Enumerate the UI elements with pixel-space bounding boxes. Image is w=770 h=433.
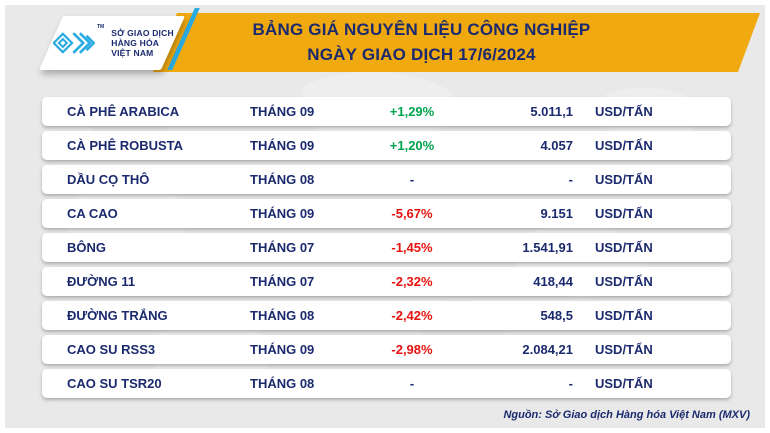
contract-month: THÁNG 08 bbox=[250, 172, 315, 187]
change-percent: - bbox=[409, 172, 415, 187]
price-unit: USD/TẤN bbox=[595, 240, 653, 255]
price-unit: USD/TẤN bbox=[595, 138, 653, 153]
contract-month: THÁNG 09 bbox=[250, 104, 315, 119]
change-percent: +1,29% bbox=[389, 104, 435, 119]
price-unit: USD/TẤN bbox=[595, 274, 653, 289]
mxv-logo-wordmark: SỞ GIAO DỊCH HÀNG HÓA VIỆT NAM bbox=[111, 28, 174, 59]
logo-line-2: HÀNG HÓA bbox=[111, 37, 160, 48]
price-value: - bbox=[568, 172, 573, 187]
price-unit: USD/TẤN bbox=[595, 308, 653, 323]
table-row: CÀ PHÊ ARABICA THÁNG 09 +1,29% 5.011,1 U… bbox=[42, 97, 731, 126]
price-unit: USD/TẤN bbox=[595, 172, 653, 187]
price-value: 9.151 bbox=[540, 206, 573, 221]
contract-month: THÁNG 09 bbox=[250, 342, 315, 357]
table-row: BÔNG THÁNG 07 -1,45% 1.541,91 USD/TẤN bbox=[42, 233, 731, 262]
price-value: 418,44 bbox=[533, 274, 573, 289]
change-percent: -2,32% bbox=[391, 274, 433, 289]
table-row: DẦU CỌ THÔ THÁNG 08 - - USD/TẤN bbox=[42, 165, 731, 194]
mxv-logo: TM SỞ GIAO DỊCH HÀNG HÓA VIỆT NAM bbox=[53, 22, 174, 64]
page-title-line-2: NGÀY GIAO DỊCH 17/6/2024 bbox=[307, 45, 536, 64]
price-unit: USD/TẤN bbox=[595, 206, 653, 221]
price-table: CÀ PHÊ ARABICA THÁNG 09 +1,29% 5.011,1 U… bbox=[42, 97, 731, 403]
price-value: 548,5 bbox=[540, 308, 573, 323]
board-background: TM SỞ GIAO DỊCH HÀNG HÓA VIỆT NAM BẢNG G… bbox=[5, 5, 765, 428]
table-row: CA CAO THÁNG 09 -5,67% 9.151 USD/TẤN bbox=[42, 199, 731, 228]
commodity-name: CÀ PHÊ ROBUSTA bbox=[67, 138, 184, 153]
change-percent: +1,20% bbox=[389, 138, 435, 153]
source-note: Nguồn: Sở Giao dịch Hàng hóa Việt Nam (M… bbox=[503, 409, 750, 421]
table-row: ĐƯỜNG 11 THÁNG 07 -2,32% 418,44 USD/TẤN bbox=[42, 267, 731, 296]
price-value: - bbox=[568, 376, 573, 391]
change-percent: -2,42% bbox=[391, 308, 433, 323]
page-title: BẢNG GIÁ NGUYÊN LIỆU CÔNG NGHIỆP NGÀY GI… bbox=[153, 15, 760, 71]
commodity-name: BÔNG bbox=[67, 240, 106, 255]
commodity-name: CAO SU TSR20 bbox=[67, 376, 162, 391]
table-row: CAO SU RSS3 THÁNG 09 -2,98% 2.084,21 USD… bbox=[42, 335, 731, 364]
change-percent: -1,45% bbox=[391, 240, 433, 255]
change-percent: -2,98% bbox=[391, 342, 433, 357]
contract-month: THÁNG 07 bbox=[250, 240, 315, 255]
logo-line-1: SỞ GIAO DỊCH bbox=[111, 27, 174, 38]
commodity-name: ĐƯỜNG TRẮNG bbox=[67, 308, 168, 323]
contract-month: THÁNG 08 bbox=[250, 308, 315, 323]
title-banner bbox=[153, 13, 760, 72]
contract-month: THÁNG 09 bbox=[250, 206, 315, 221]
commodity-name: DẦU CỌ THÔ bbox=[67, 172, 150, 187]
logo-line-3: VIỆT NAM bbox=[111, 48, 154, 59]
price-unit: USD/TẤN bbox=[595, 342, 653, 357]
page-title-line-1: BẢNG GIÁ NGUYÊN LIỆU CÔNG NGHIỆP bbox=[252, 20, 591, 40]
commodity-name: CA CAO bbox=[67, 206, 118, 221]
change-percent: - bbox=[409, 376, 415, 391]
price-value: 1.541,91 bbox=[522, 240, 573, 255]
price-value: 5.011,1 bbox=[530, 104, 573, 119]
table-row: ĐƯỜNG TRẮNG THÁNG 08 -2,42% 548,5 USD/TẤ… bbox=[42, 301, 731, 330]
trademark-symbol: TM bbox=[97, 24, 105, 30]
change-percent: -5,67% bbox=[391, 206, 433, 221]
commodity-name: CAO SU RSS3 bbox=[67, 342, 156, 357]
price-unit: USD/TẤN bbox=[595, 104, 653, 119]
price-value: 4.057 bbox=[540, 138, 573, 153]
table-row: CÀ PHÊ ROBUSTA THÁNG 09 +1,20% 4.057 USD… bbox=[42, 131, 731, 160]
price-unit: USD/TẤN bbox=[595, 376, 653, 391]
contract-month: THÁNG 07 bbox=[250, 274, 315, 289]
table-row: CAO SU TSR20 THÁNG 08 - - USD/TẤN bbox=[42, 369, 731, 398]
commodity-name: ĐƯỜNG 11 bbox=[67, 274, 136, 289]
commodity-name: CÀ PHÊ ARABICA bbox=[67, 104, 180, 119]
mxv-chevron-icon bbox=[53, 32, 95, 54]
price-value: 2.084,21 bbox=[522, 342, 573, 357]
contract-month: THÁNG 08 bbox=[250, 376, 315, 391]
contract-month: THÁNG 09 bbox=[250, 138, 315, 153]
